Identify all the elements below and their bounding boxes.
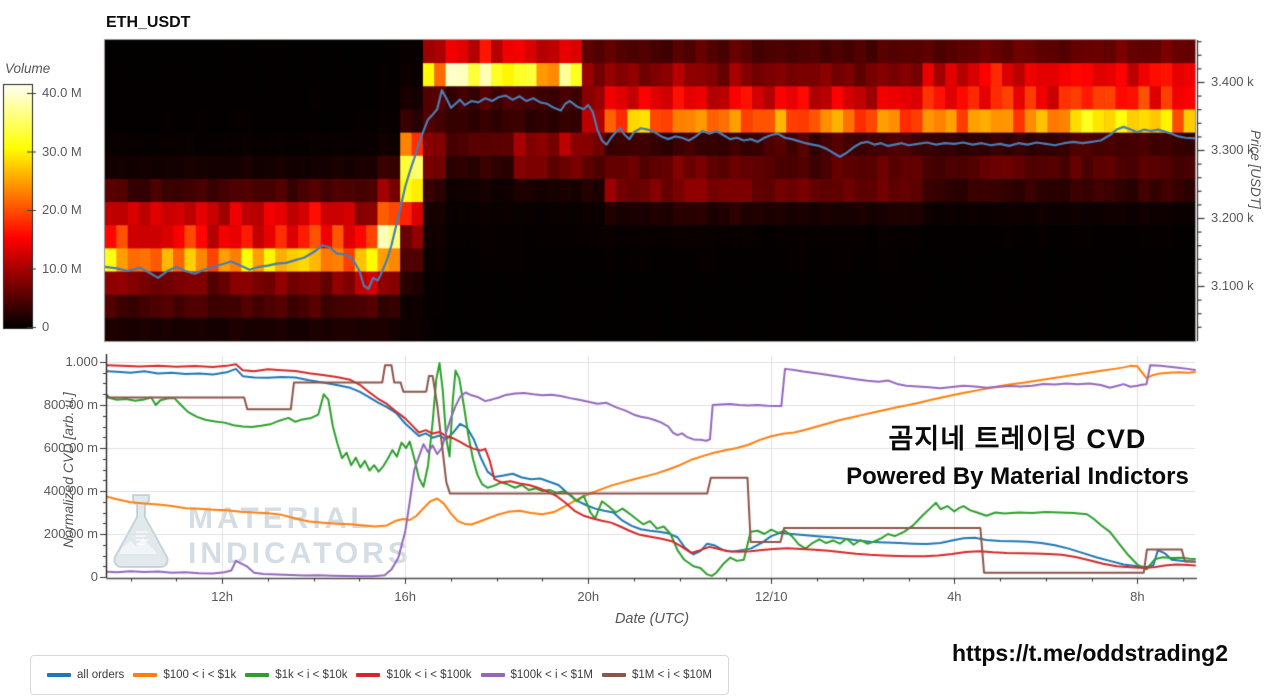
annotation-powered-by: Powered By Material Indictors [846,463,1189,490]
cvd-tick-label: 400.00 m [43,483,98,498]
legend-item-0[interactable]: all orders [47,669,124,681]
legend-box: all orders $100 < i < $1k $1k < i < $10k $1… [30,655,729,695]
volume-tick-label: 40.0 M [42,85,82,100]
legend-item-2[interactable]: $1k < i < $10k [245,669,347,681]
legend-item-5[interactable]: $1M < i < $10M [602,669,712,681]
date-tick-label: 12/10 [754,589,788,604]
cvd-axis-label: Normalized CVD [arb. u.] [60,392,76,548]
chart-title: ETH_USDT [106,14,191,31]
price-tick-label: 3.300 k [1211,142,1254,157]
legend-swatch-icon [356,673,381,677]
annotation-block: 곰지네 트레이딩 CVD Powered By Material Indicto… [820,417,1215,491]
volume-axis-label: Volume [5,61,51,76]
legend-label: $1k < i < $10k [275,669,348,681]
date-tick-label: 20h [577,589,600,604]
volume-tick-label: 0 [42,319,50,334]
volume-tick-label: 30.0 M [42,143,82,159]
cvd-tick-label: 600.00 m [43,440,98,455]
date-axis-label: Date (UTC) [614,611,690,627]
legend-swatch-icon [133,673,158,677]
cvd-tick-label: 1.000 [65,354,98,369]
legend-item-4[interactable]: $100k < i < $1M [480,669,593,681]
volume-tick-label: 20.0 M [42,202,82,217]
legend-label: $10k < i < $100k [386,669,472,681]
date-tick-label: 4h [947,589,962,604]
date-tick-label: 16h [394,589,417,604]
date-tick-label: 8h [1130,589,1145,604]
annotation-korean: 곰지네 트레이딩 CVD [888,424,1147,454]
cvd-tick-label: 800.00 m [43,397,98,412]
legend-swatch-icon [245,673,270,677]
legend-item-3[interactable]: $10k < i < $100k [356,669,472,681]
legend-item-1[interactable]: $100 < i < $1k [133,669,236,681]
cvd-tick-label: 0 [90,569,98,584]
legend-label: $1M < i < $10M [632,669,712,681]
cvd-tick-label: 200.00 m [43,526,98,541]
legend-label: all orders [77,669,125,681]
price-tick-label: 3.200 k [1211,210,1254,225]
date-tick-label: 12h [211,589,233,604]
price-axis-label: Price [USDT] [1248,130,1263,209]
price-tick-label: 3.100 k [1211,278,1254,293]
price-tick-label: 3.400 k [1211,74,1254,89]
volume-tick-label: 10.0 M [42,260,82,276]
legend-label: $100k < i < $1M [510,669,593,681]
legend-label: $100 < i < $1k [163,669,237,681]
legend-swatch-icon [47,673,71,677]
legend-swatch-icon [480,673,505,677]
legend-swatch-icon [602,673,626,677]
telegram-url: https://t.me/oddstrading2 [952,640,1228,666]
